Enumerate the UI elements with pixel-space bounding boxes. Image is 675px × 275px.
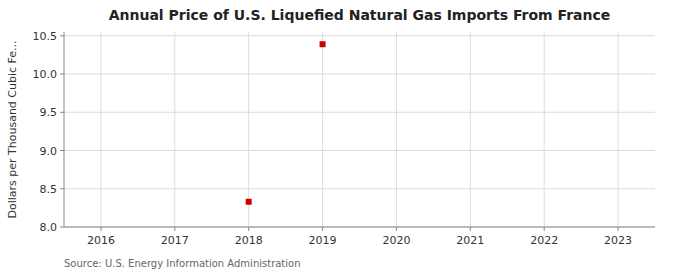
x-tick [396,227,397,231]
y-grid-line [64,227,655,228]
point [320,41,326,47]
x-tick-label: 2023 [604,234,632,247]
x-tick [470,227,471,231]
x-grid-line [396,32,397,227]
chart: 8.0 8.5 9.0 9.5 10.0 10.5 2016 2017 2018 2019 2020… [0,0,675,275]
y-tick-label: 10.5 [33,30,58,43]
point [246,199,252,205]
y-axis-label: Dollars per Thousand Cubic Fe... [6,40,19,218]
x-grid-line [544,32,545,227]
x-tick-label: 2017 [161,234,189,247]
x-tick [100,227,101,231]
y-grid-line [64,74,655,75]
x-tick [248,227,249,231]
y-grid-line [64,188,655,189]
x-tick [544,227,545,231]
y-tick [60,112,64,113]
points [246,41,326,205]
x-grid-line [470,32,471,227]
title: Annual Price of U.S. Liquefied Natural G… [109,7,611,23]
y-grid-line [64,35,655,36]
x-axis-line [64,227,655,228]
y-tick [60,35,64,36]
x-tick-label: 2021 [456,234,484,247]
y-tick-label: 8.0 [40,221,58,234]
x-tick-label: 2022 [530,234,558,247]
x-tick-label: 2020 [382,234,410,247]
x-grid-line [322,32,323,227]
y-grid-line [64,150,655,151]
y-tick [60,150,64,151]
x-tick-label: 2018 [235,234,263,247]
y-tick [60,74,64,75]
y-tick-label: 10.0 [33,68,58,81]
x-grid-line [618,32,619,227]
x-grid-line [174,32,175,227]
y-tick [60,188,64,189]
axes: 8.0 8.5 9.0 9.5 10.0 10.5 2016 2017 2018 2019 2020… [33,30,656,247]
x-tick [618,227,619,231]
x-grid-line [248,32,249,227]
y-tick [60,227,64,228]
x-tick-label: 2019 [309,234,337,247]
x-tick-label: 2016 [87,234,115,247]
grid [64,32,655,227]
x-grid-line [100,32,101,227]
y-grid-line [64,112,655,113]
y-tick-label: 9.5 [40,106,58,119]
y-tick-label: 8.5 [40,183,58,196]
source-note: Source: U.S. Energy Information Administ… [64,258,301,269]
x-tick [174,227,175,231]
y-tick-label: 9.0 [40,145,58,158]
y-axis-line [64,32,65,227]
x-tick [322,227,323,231]
